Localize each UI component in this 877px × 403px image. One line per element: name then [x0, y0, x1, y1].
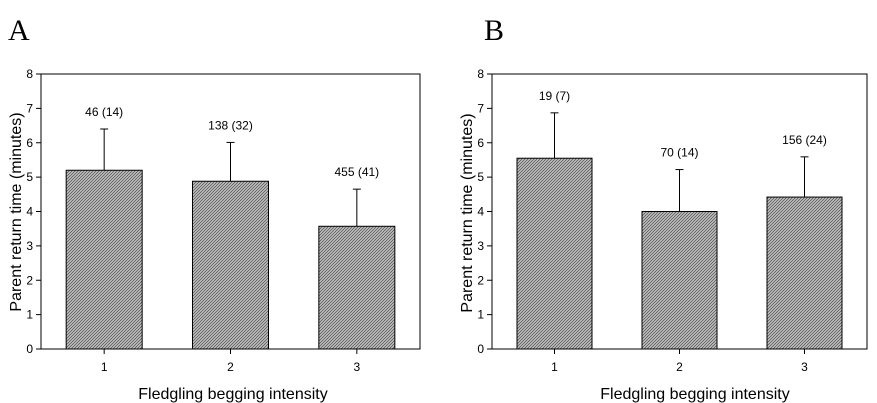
data-label: 138 (32): [208, 118, 253, 132]
x-tick-label: 3: [801, 360, 808, 374]
plot-area-b: 0 1 2 3 4 5 6 7 8 1 19 (7) 2 70 (14) 3 156 (24): [477, 67, 868, 374]
y-tick-label: 4: [477, 205, 484, 219]
y-tick-label: 0: [26, 342, 33, 356]
bar: [192, 180, 269, 350]
x-tick-label: 1: [101, 360, 108, 374]
bar: [766, 196, 843, 350]
bar: [65, 169, 143, 350]
y-tick-label: 3: [26, 239, 33, 253]
bar: [641, 211, 718, 350]
y-tick-label: 8: [26, 67, 33, 81]
y-tick-label: 6: [477, 136, 484, 150]
y-tick-label: 1: [26, 308, 33, 322]
y-tick-label: 5: [477, 170, 484, 184]
panel-letter-a: A: [8, 14, 30, 47]
data-label: 46 (14): [85, 105, 123, 119]
y-tick-label: 6: [26, 136, 33, 150]
data-label: 455 (41): [334, 165, 379, 179]
y-tick-label: 8: [477, 67, 484, 81]
chart-panel-a: A Parent return time (minutes) Fledgling…: [8, 14, 421, 403]
y-tick-label: 4: [26, 205, 33, 219]
panel-letter-b: B: [484, 14, 504, 47]
plot-area-a: 0 1 2 3 4 5 6 7 8 1 46 (14) 2 138 (32) 3 455 (41): [26, 67, 421, 374]
y-tick-label: 1: [477, 308, 484, 322]
x-axis-title-a: Fledgling begging intensity: [138, 386, 327, 403]
y-tick-label: 2: [26, 273, 33, 287]
bar: [318, 225, 396, 350]
data-label: 19 (7): [539, 89, 570, 103]
y-tick-label: 7: [26, 101, 33, 115]
y-axis-title-a: Parent return time (minutes): [8, 112, 25, 311]
chart-panel-b: B Parent return time (minutes) Fledgling…: [459, 14, 868, 403]
x-tick-label: 2: [227, 360, 234, 374]
y-axis-title-b: Parent return time (minutes): [459, 113, 476, 312]
y-tick-label: 5: [26, 170, 33, 184]
bar: [516, 157, 593, 350]
x-tick-label: 1: [551, 360, 558, 374]
y-tick-label: 3: [477, 239, 484, 253]
x-tick-label: 2: [676, 360, 683, 374]
y-tick-label: 0: [477, 342, 484, 356]
data-label: 70 (14): [660, 146, 698, 160]
x-tick-label: 3: [353, 360, 360, 374]
y-tick-label: 2: [477, 273, 484, 287]
data-label: 156 (24): [782, 133, 827, 147]
x-axis-title-b: Fledgling begging intensity: [600, 386, 789, 403]
y-tick-label: 7: [477, 101, 484, 115]
